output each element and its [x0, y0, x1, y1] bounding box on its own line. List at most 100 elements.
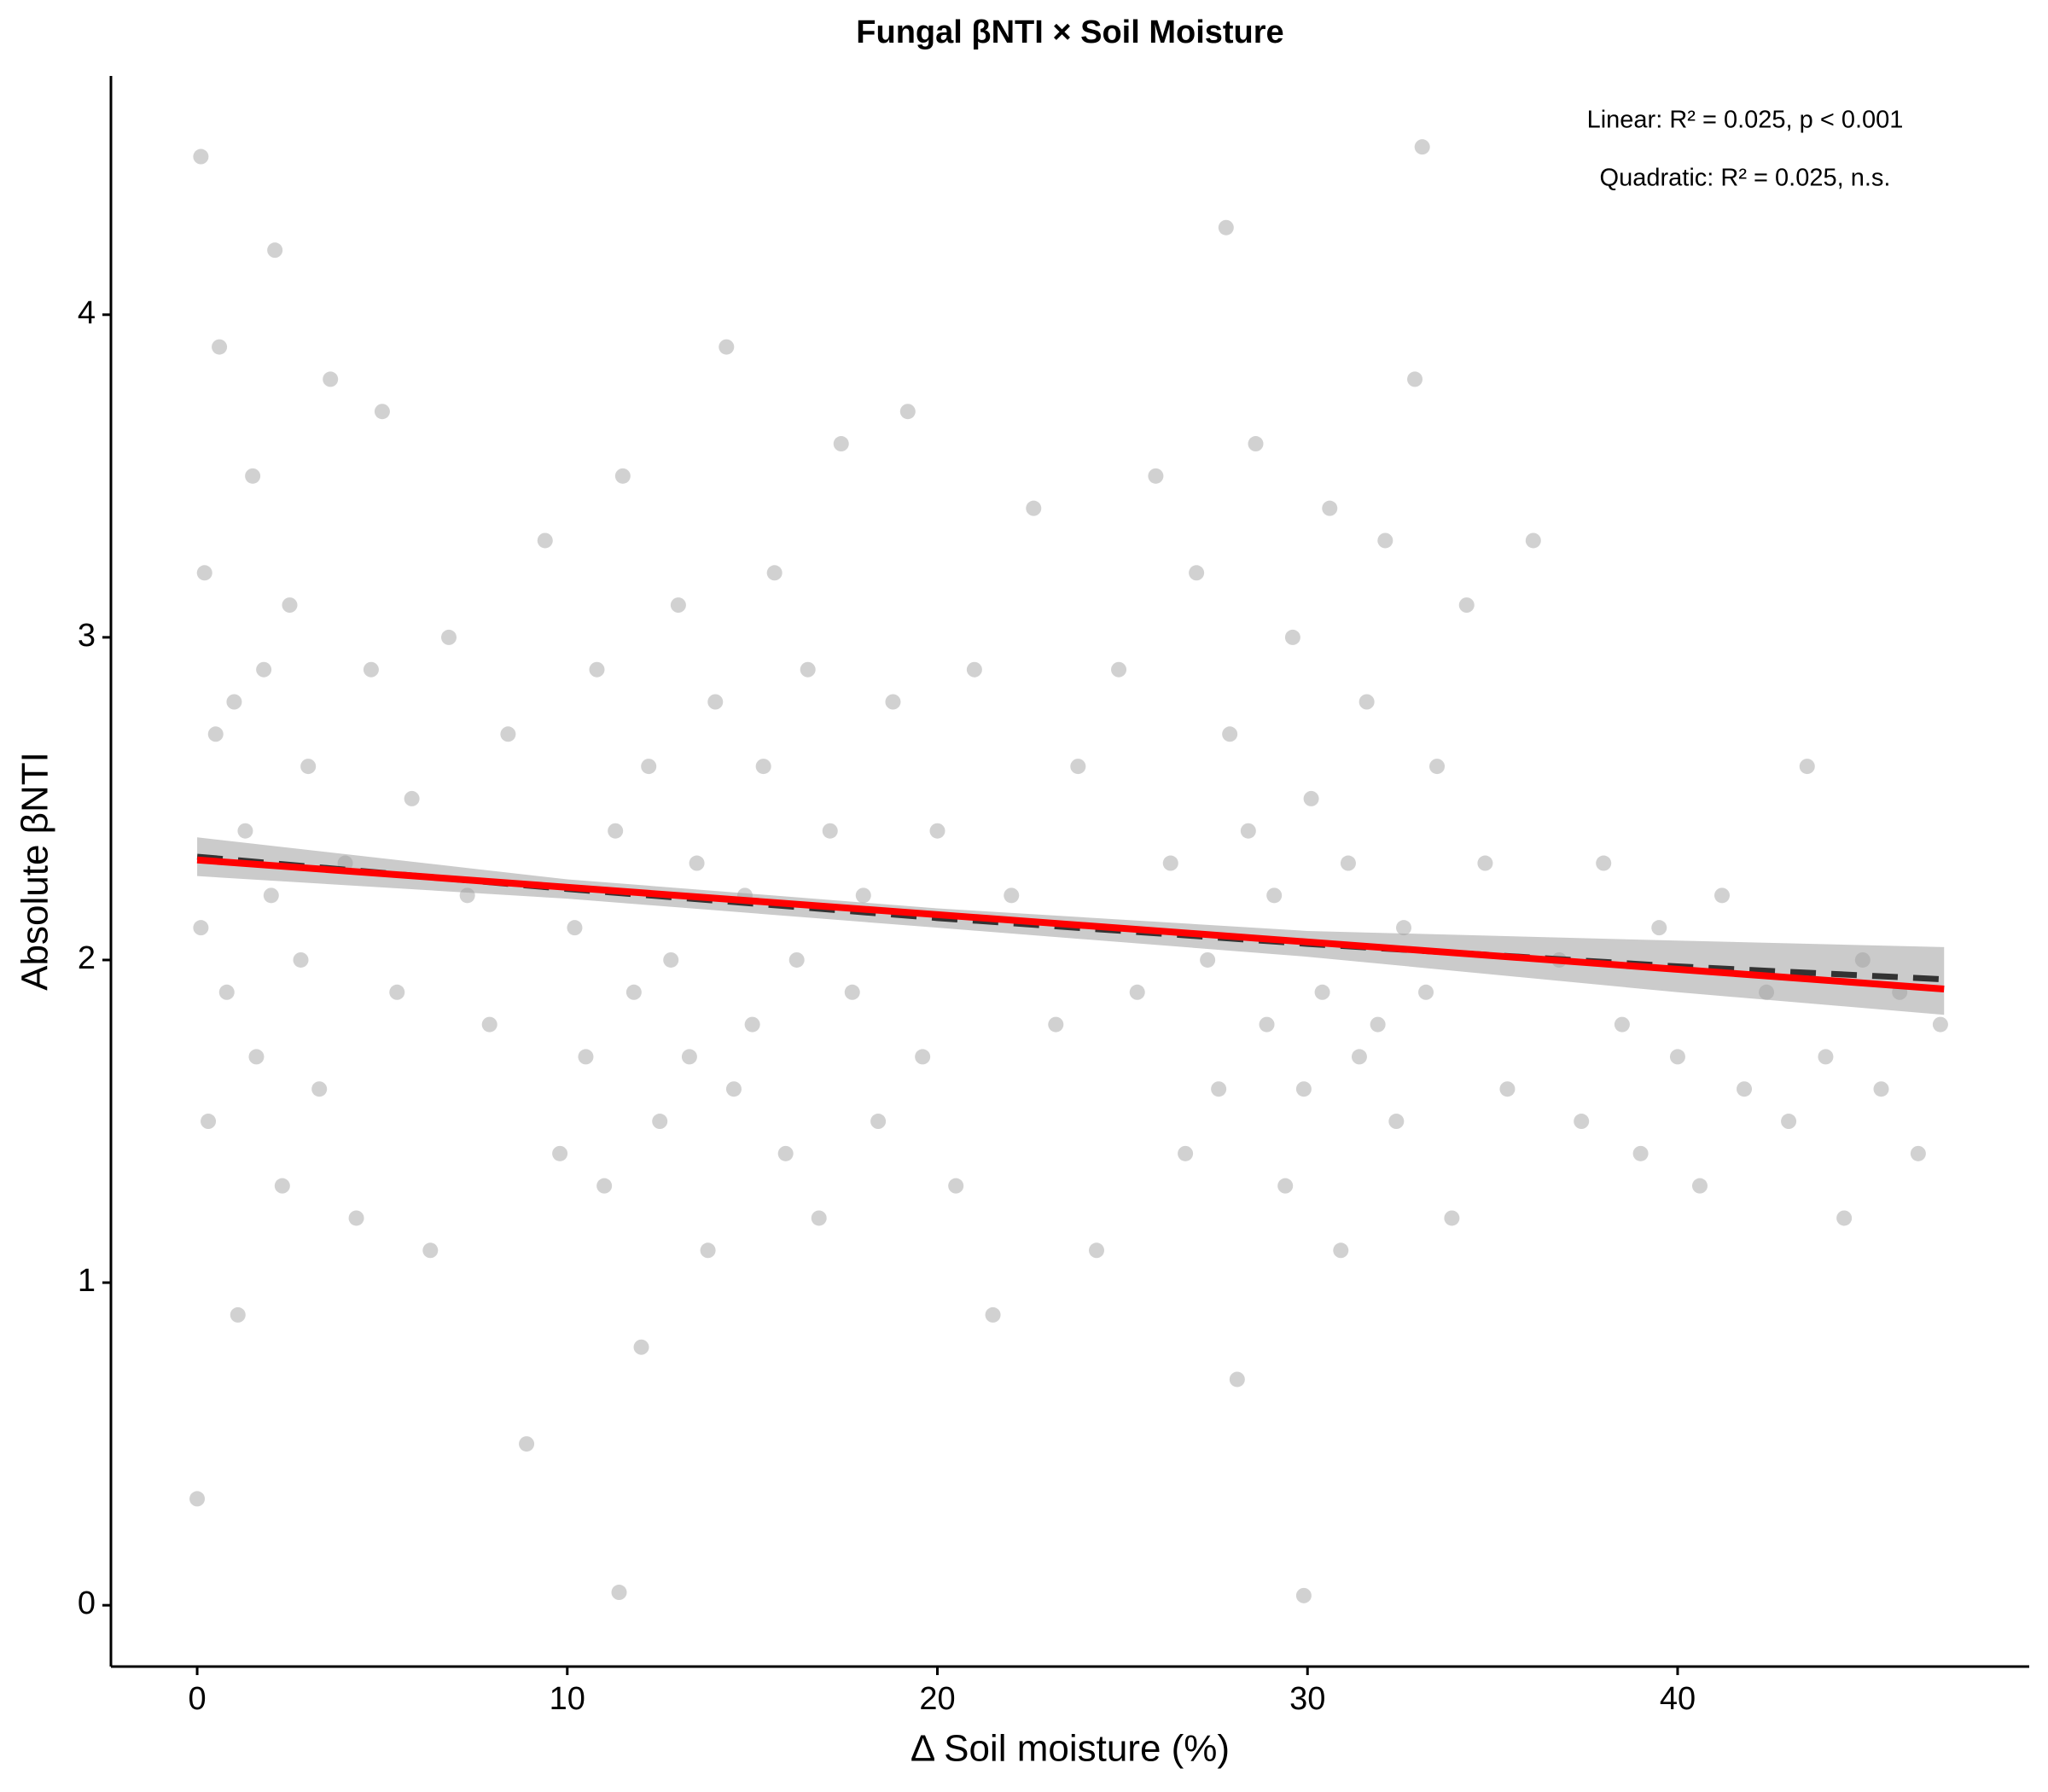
point: [282, 597, 298, 614]
point: [633, 1339, 649, 1355]
point: [1910, 1145, 1926, 1161]
point: [1277, 1178, 1294, 1194]
point: [196, 565, 212, 581]
point: [1669, 1049, 1685, 1065]
x-tick-label: 0: [188, 1681, 206, 1717]
point: [766, 565, 783, 581]
point: [1178, 1145, 1194, 1161]
point: [1499, 1081, 1516, 1097]
point: [1429, 759, 1446, 775]
point: [1370, 1016, 1386, 1033]
y-axis-label: Absolute βNTI: [15, 752, 56, 991]
point: [1614, 1016, 1630, 1033]
point: [311, 1081, 328, 1097]
point: [348, 1210, 364, 1226]
point: [1259, 1016, 1275, 1033]
point: [885, 694, 901, 710]
point: [237, 823, 253, 839]
point: [1932, 1016, 1948, 1033]
x-tick-label: 30: [1289, 1681, 1325, 1717]
point: [1303, 790, 1319, 806]
point: [652, 1114, 668, 1130]
point: [1333, 1242, 1349, 1259]
point: [256, 661, 272, 678]
point: [985, 1306, 1001, 1323]
point: [300, 759, 317, 775]
point: [800, 661, 816, 678]
point: [422, 1242, 439, 1259]
point: [552, 1145, 568, 1161]
fit-linear: [196, 856, 1945, 992]
point: [755, 759, 771, 775]
point: [263, 887, 279, 904]
point: [374, 404, 390, 420]
point: [681, 1049, 697, 1065]
point: [1048, 1016, 1064, 1033]
point: [212, 339, 228, 355]
point: [1070, 759, 1086, 775]
point: [207, 726, 224, 742]
annotation: Linear: R² = 0.025, p < 0.001: [1587, 107, 1904, 134]
point: [1284, 629, 1300, 645]
point: [230, 1306, 246, 1323]
point: [670, 597, 686, 614]
point: [1248, 436, 1264, 452]
point: [589, 661, 605, 678]
x-tick-label: 40: [1660, 1681, 1696, 1717]
point: [274, 1178, 290, 1194]
point: [1574, 1114, 1590, 1130]
point: [1240, 823, 1256, 839]
point: [1477, 855, 1493, 871]
point: [1799, 759, 1815, 775]
point: [1218, 219, 1234, 236]
point: [500, 726, 516, 742]
point: [293, 951, 309, 968]
point: [218, 984, 235, 1000]
point: [1458, 597, 1475, 614]
point: [1148, 468, 1164, 484]
point: [1351, 1049, 1367, 1065]
y-tick-label: 1: [78, 1263, 96, 1299]
point: [719, 339, 735, 355]
annotation: Quadratic: R² = 0.025, n.s.: [1600, 165, 1891, 192]
point: [1691, 1178, 1708, 1194]
point: [870, 1114, 887, 1130]
point: [596, 1178, 613, 1194]
point: [1314, 984, 1330, 1000]
point: [1818, 1049, 1834, 1065]
point: [1266, 887, 1283, 904]
point: [1129, 984, 1145, 1000]
point: [811, 1210, 827, 1226]
point: [1781, 1114, 1797, 1130]
point: [614, 468, 631, 484]
point: [1026, 500, 1042, 516]
point: [363, 661, 379, 678]
point: [833, 436, 849, 452]
x-axis-label: Δ Soil moisture (%): [911, 1728, 1230, 1770]
point: [519, 1436, 535, 1452]
point: [440, 629, 457, 645]
point: [788, 951, 805, 968]
y-tick-label: 0: [78, 1585, 96, 1621]
point: [1418, 984, 1434, 1000]
point: [608, 823, 624, 839]
point: [625, 984, 642, 1000]
chart-title: Fungal βNTI × Soil Moisture: [856, 15, 1283, 50]
x-tick-label: 10: [550, 1681, 585, 1717]
point: [1340, 855, 1356, 871]
point: [641, 759, 657, 775]
point: [1407, 371, 1423, 387]
point: [404, 790, 420, 806]
point: [1089, 1242, 1105, 1259]
point: [481, 1016, 497, 1033]
point: [1414, 139, 1430, 155]
point: [1295, 1587, 1312, 1603]
point: [689, 855, 705, 871]
point: [948, 1178, 964, 1194]
point: [1737, 1081, 1753, 1097]
x-tick-label: 20: [919, 1681, 955, 1717]
point: [1229, 1371, 1245, 1388]
point: [389, 984, 405, 1000]
